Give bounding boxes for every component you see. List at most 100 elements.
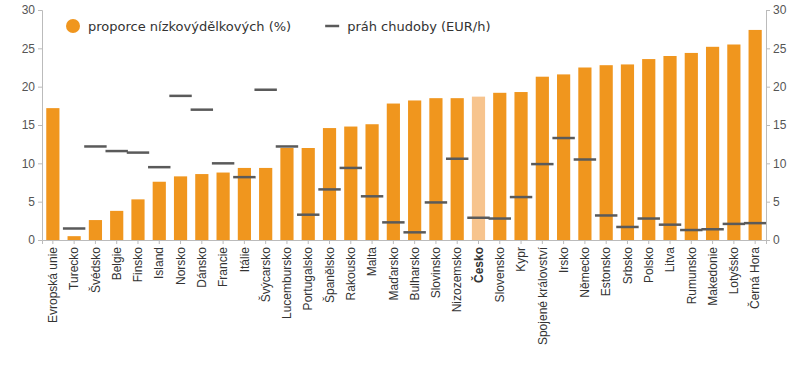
tick: 20: [22, 80, 42, 94]
bar: [408, 100, 421, 240]
dash-marker: [212, 162, 234, 165]
tick: Česko: [471, 240, 486, 283]
tick: Černá Hora: [747, 240, 762, 309]
bar: [323, 128, 336, 240]
legend: proporce nízkovýdělkových (%)práh chudob…: [66, 19, 491, 34]
tick-mark: [74, 240, 75, 244]
tick: Srbsko: [621, 240, 635, 284]
tick-mark: [691, 240, 692, 244]
tick-mark: [159, 240, 160, 244]
dash-marker: [489, 217, 511, 220]
series-0: [46, 30, 761, 240]
tick-mark: [393, 240, 394, 244]
bar: [429, 98, 442, 240]
dash-marker: [105, 150, 127, 153]
tick: 10: [22, 157, 42, 171]
tick-mark: [38, 48, 42, 49]
bar: [365, 124, 378, 240]
bar: [557, 74, 570, 240]
dash-marker: [616, 226, 638, 229]
tick-mark: [372, 240, 373, 244]
tick-mark: [648, 240, 649, 244]
category-label: Rakousko: [344, 247, 358, 301]
category-label: Spojené království: [536, 246, 550, 345]
tick: Švýcarsko: [258, 240, 273, 302]
tick: Island: [152, 240, 166, 279]
dash-marker: [297, 213, 319, 216]
tick-mark: [766, 87, 770, 88]
dash-marker: [638, 217, 660, 220]
tick-label: 5: [773, 195, 780, 209]
dash-marker: [276, 145, 298, 148]
y-axis: 051015202530: [22, 3, 43, 247]
category-label: Německo: [578, 247, 592, 298]
dash-marker: [191, 108, 213, 111]
dash-marker: [425, 201, 447, 204]
legend-swatch: [325, 25, 339, 28]
dash-marker: [723, 223, 745, 226]
tick: Makedonie: [706, 240, 720, 306]
tick-mark: [542, 240, 543, 244]
tick: Bulharsko: [408, 240, 422, 300]
tick-mark: [38, 87, 42, 88]
x-axis: Evropská unieTureckoŠvédskoBelgieFinskoI…: [43, 240, 767, 345]
tick: Španělsko: [322, 240, 337, 303]
dash-marker: [701, 228, 723, 231]
category-label: Makedonie: [706, 247, 720, 306]
bar: [685, 53, 698, 240]
dash-marker: [659, 223, 681, 226]
tick-mark: [563, 240, 564, 244]
dash-marker: [595, 214, 617, 217]
tick: Finsko: [131, 240, 145, 282]
tick: 20: [766, 80, 787, 94]
tick: 15: [766, 118, 787, 132]
bar: [131, 199, 144, 240]
tick-mark: [95, 240, 96, 244]
tick: Slovinsko: [429, 240, 443, 298]
tick: Lucembursko: [280, 240, 294, 319]
chart: 051015202530051015202530Evropská unieTur…: [0, 0, 800, 380]
category-label: Irsko: [557, 247, 571, 273]
y2-axis: 051015202530: [766, 3, 787, 247]
tick: Francie: [216, 240, 230, 287]
tick-label: 30: [22, 3, 36, 17]
tick: 15: [22, 118, 42, 132]
bar: [663, 56, 676, 240]
dash-marker: [531, 163, 553, 166]
category-label: Belgie: [110, 247, 124, 281]
category-label: Norsko: [174, 247, 188, 285]
tick-label: 25: [773, 42, 787, 56]
tick-mark: [733, 240, 734, 244]
bar: [89, 220, 102, 240]
bar: [600, 65, 613, 240]
tick-mark: [116, 240, 117, 244]
tick-mark: [457, 240, 458, 244]
category-label: Slovensko: [493, 247, 507, 303]
bar: [217, 173, 230, 240]
dash-marker: [254, 88, 276, 91]
dash-marker: [680, 229, 702, 232]
tick-mark: [223, 240, 224, 244]
tick: Nizozemsko: [450, 240, 464, 312]
dash-marker: [403, 231, 425, 234]
category-label: Finsko: [131, 247, 145, 283]
tick-mark: [137, 240, 138, 244]
tick-mark: [244, 240, 245, 244]
tick-mark: [712, 240, 713, 244]
category-label: Malta: [365, 247, 379, 277]
tick-label: 0: [773, 233, 780, 247]
dash-marker: [318, 188, 340, 191]
tick: Polsko: [642, 240, 656, 283]
bar: [46, 108, 59, 240]
tick: 0: [766, 233, 780, 247]
dash-marker: [510, 196, 532, 199]
tick-mark: [265, 240, 266, 244]
bar: [387, 104, 400, 240]
category-label: Černá Hora: [747, 247, 762, 309]
tick-label: 15: [22, 118, 36, 132]
legend-swatch: [66, 19, 80, 33]
category-label: Slovinsko: [429, 247, 443, 299]
bar: [642, 59, 655, 240]
category-label: Itálie: [238, 247, 252, 273]
tick-mark: [38, 240, 42, 241]
